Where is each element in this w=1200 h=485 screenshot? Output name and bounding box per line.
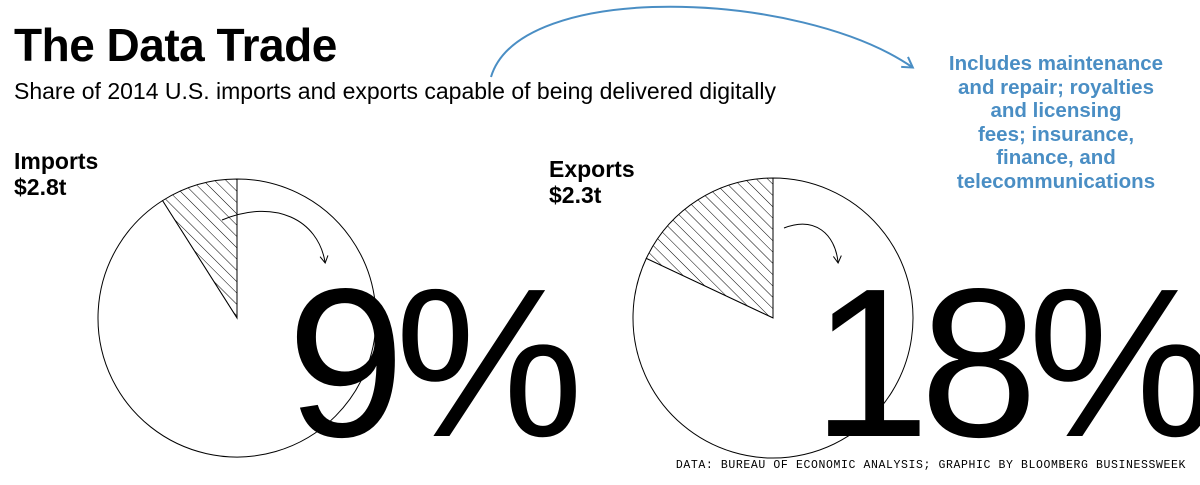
annotation-line: Includes maintenance: [948, 52, 1164, 75]
imports-name: Imports: [14, 148, 99, 174]
exports-pointer-arrow: [783, 223, 842, 264]
other-slice-0: [97, 178, 377, 458]
annotation-line: and repair; royalties: [958, 75, 1154, 99]
source-credit: DATA: BUREAU OF ECONOMIC ANALYSIS; GRAPH…: [675, 459, 1186, 472]
annotation-line: telecommunications: [956, 169, 1156, 193]
digital-slice-1: [645, 177, 774, 319]
imports-pointer-arrow: [221, 210, 329, 264]
annotation-line: fees; insurance,: [977, 122, 1135, 146]
page-subtitle: Share of 2014 U.S. imports and exports c…: [14, 78, 777, 104]
annotation-line: and licensing: [990, 99, 1122, 122]
annotation-note: Includes maintenance and repair; royalti…: [920, 52, 1192, 193]
exports-pie: [632, 177, 914, 459]
exports-name: Exports: [549, 156, 635, 182]
annotation-line: finance, and: [996, 146, 1116, 169]
page-title: The Data Trade: [14, 19, 337, 71]
exports-value-label: 18%: [812, 244, 1200, 481]
digital-slice-0: [161, 178, 238, 320]
imports-value-label: 9%: [287, 244, 576, 481]
exports-label: Exports $2.3t: [549, 156, 635, 208]
imports-label: Imports $2.8t: [14, 148, 98, 200]
other-slice-1: [632, 177, 914, 459]
exports-total: $2.3t: [549, 182, 602, 208]
imports-total: $2.8t: [14, 174, 67, 200]
annotation-arrow: [490, 5, 915, 78]
imports-pie: [97, 178, 377, 458]
